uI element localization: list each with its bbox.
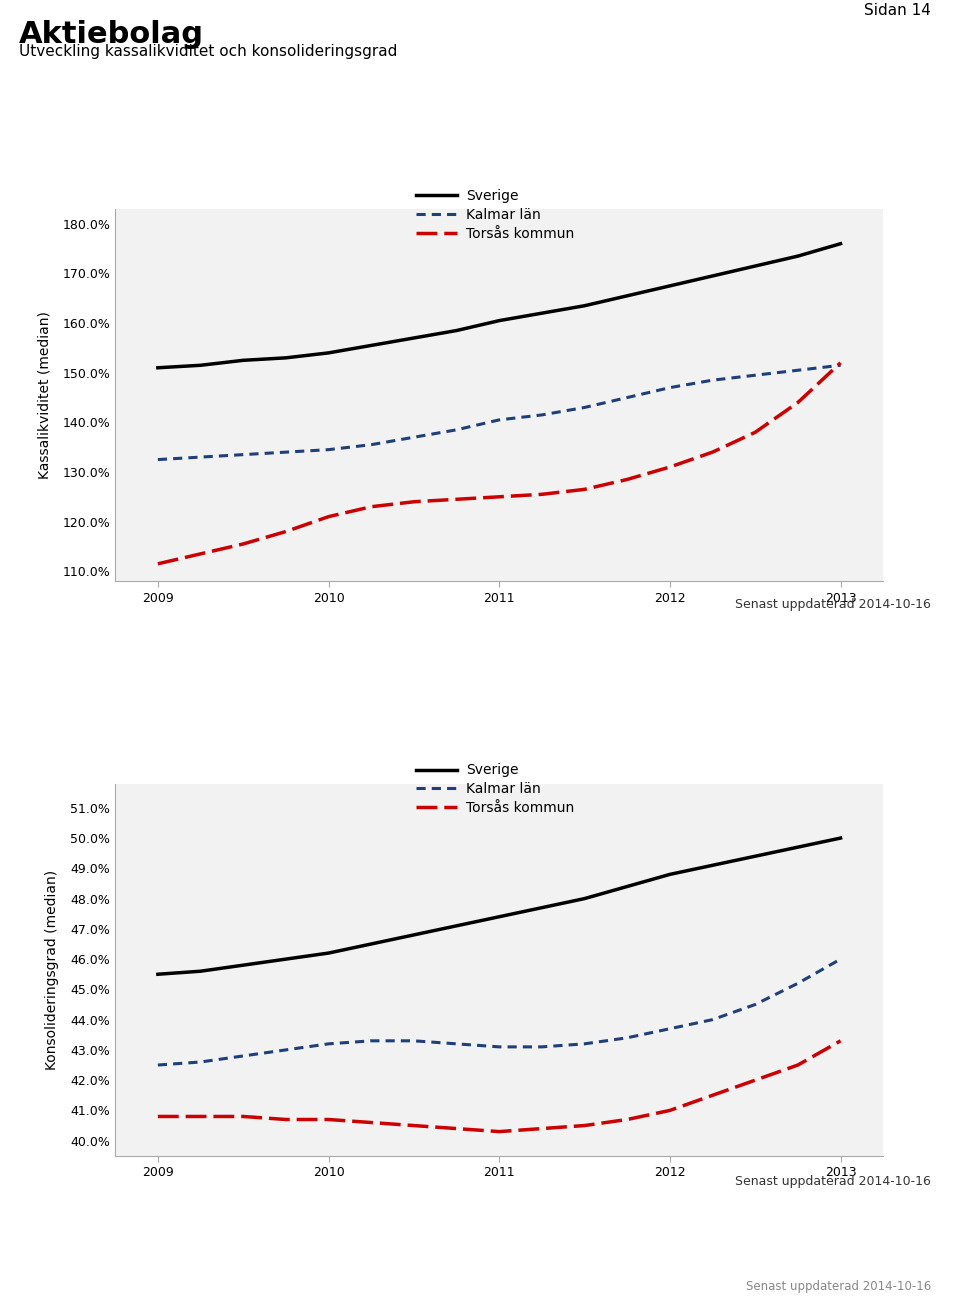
Text: Sidan 14: Sidan 14 — [864, 3, 931, 18]
Y-axis label: Konsolideringsgrad (median): Konsolideringsgrad (median) — [45, 870, 60, 1070]
Legend: Sverige, Kalmar län, Torsås kommun: Sverige, Kalmar län, Torsås kommun — [410, 183, 580, 246]
Y-axis label: Kassalikviditet (median): Kassalikviditet (median) — [37, 311, 51, 479]
Text: Utveckling kassalikviditet och konsolideringsgrad: Utveckling kassalikviditet och konsolide… — [19, 44, 397, 59]
Legend: Sverige, Kalmar län, Torsås kommun: Sverige, Kalmar län, Torsås kommun — [410, 757, 580, 820]
Text: Aktiebolag: Aktiebolag — [19, 20, 204, 48]
Text: Senast uppdaterad 2014-10-16: Senast uppdaterad 2014-10-16 — [746, 1280, 931, 1293]
Text: Senast uppdaterad 2014-10-16: Senast uppdaterad 2014-10-16 — [735, 1175, 931, 1188]
Text: Senast uppdaterad 2014-10-16: Senast uppdaterad 2014-10-16 — [735, 598, 931, 611]
